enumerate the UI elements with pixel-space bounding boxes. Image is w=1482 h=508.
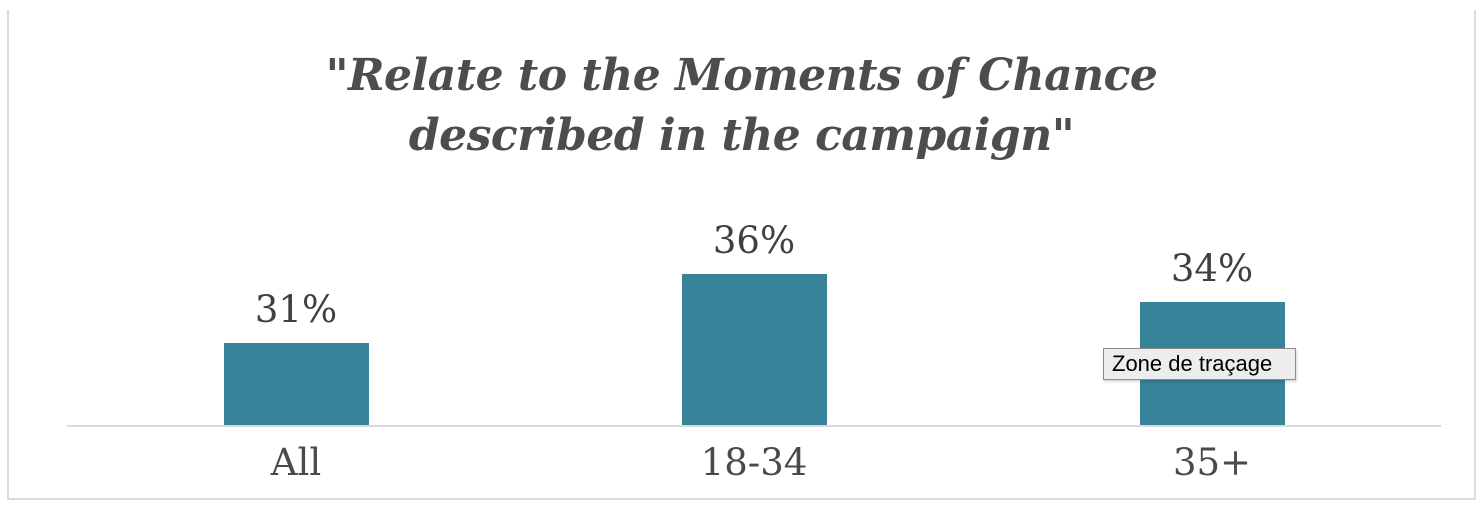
- bar-value-label: 34%: [1170, 247, 1254, 290]
- bar-cell: 34%: [983, 180, 1441, 425]
- bar-value-label: 36%: [712, 219, 796, 262]
- x-axis-line: [67, 425, 1441, 427]
- bar-18-34[interactable]: [681, 274, 827, 425]
- category-label-18-34: 18-34: [700, 441, 808, 484]
- category-label-All: All: [270, 441, 322, 484]
- plot-area[interactable]: 31% 36% 34%: [67, 180, 1441, 425]
- bar-value-label: 31%: [254, 288, 338, 331]
- category-axis: All 18-34 35+: [67, 441, 1441, 484]
- plot-area-tooltip-text: Zone de traçage: [1112, 351, 1273, 376]
- chart-title: "Relate to the Moments of Chance describ…: [325, 50, 1158, 161]
- plot-area-tooltip: Zone de traçage: [1103, 348, 1296, 380]
- bar-All[interactable]: [223, 343, 369, 425]
- chart-area[interactable]: "Relate to the Moments of Chance describ…: [7, 10, 1476, 500]
- bars-row: 31% 36% 34%: [67, 180, 1441, 425]
- category-label-35+: 35+: [1172, 441, 1252, 484]
- bar-cell: 36%: [525, 180, 983, 425]
- bar-cell: 31%: [67, 180, 525, 425]
